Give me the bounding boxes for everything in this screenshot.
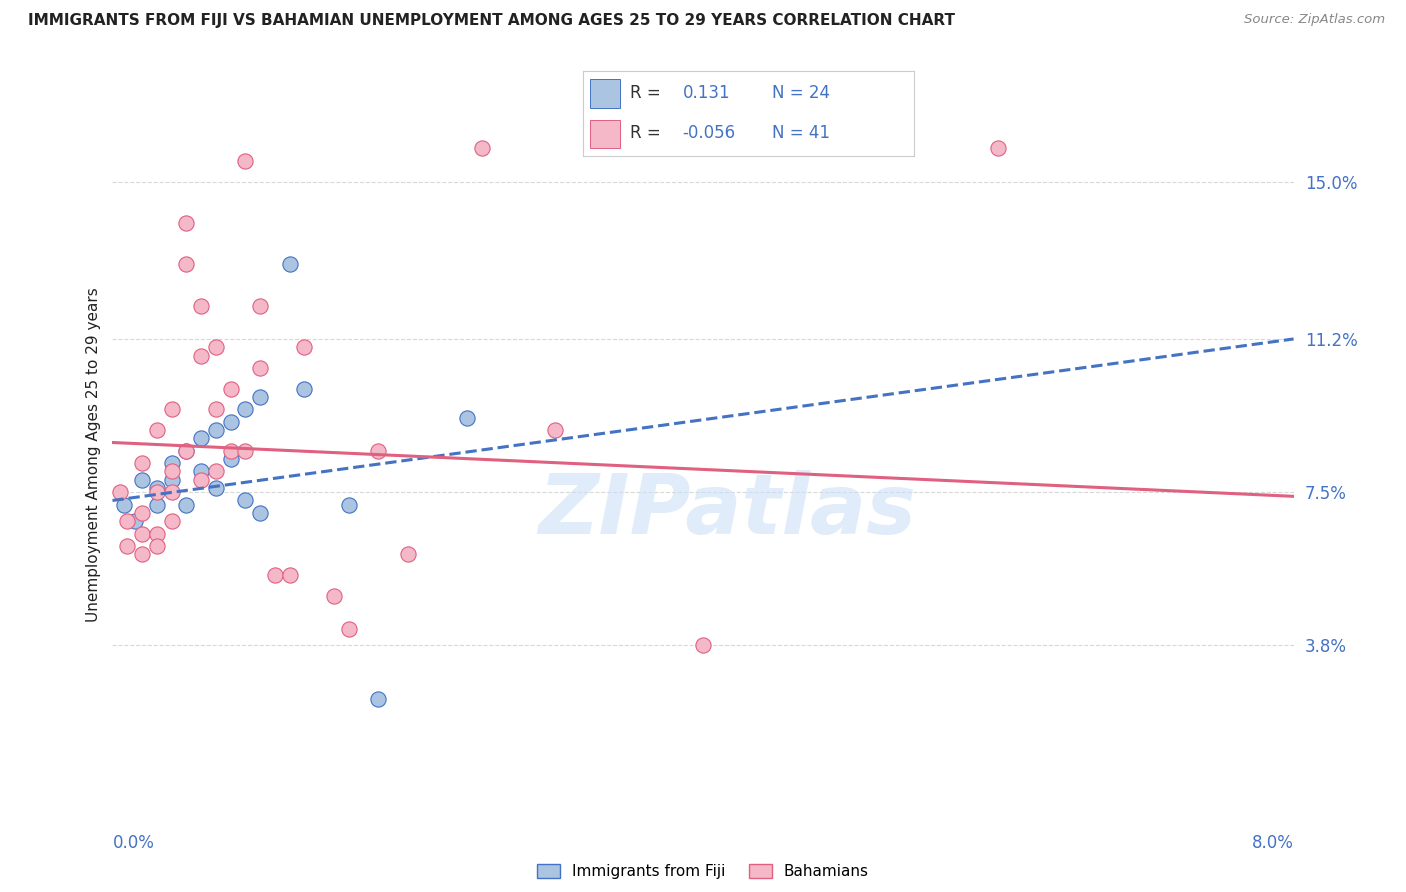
Text: 8.0%: 8.0% xyxy=(1251,834,1294,852)
Point xyxy=(205,402,228,417)
Text: N = 41: N = 41 xyxy=(772,124,830,142)
Point xyxy=(219,382,242,396)
Point xyxy=(124,514,146,528)
Point xyxy=(205,423,228,437)
Point xyxy=(174,443,197,458)
Text: IMMIGRANTS FROM FIJI VS BAHAMIAN UNEMPLOYMENT AMONG AGES 25 TO 29 YEARS CORRELAT: IMMIGRANTS FROM FIJI VS BAHAMIAN UNEMPLO… xyxy=(28,13,955,29)
Text: -0.056: -0.056 xyxy=(683,124,735,142)
Point xyxy=(205,481,228,495)
Point xyxy=(146,485,169,500)
Point xyxy=(292,340,315,354)
Point xyxy=(131,526,153,541)
Point xyxy=(233,402,256,417)
Point xyxy=(146,423,169,437)
Point xyxy=(205,340,228,354)
Point xyxy=(174,216,197,230)
Point xyxy=(160,465,183,479)
Point xyxy=(190,349,212,363)
Y-axis label: Unemployment Among Ages 25 to 29 years: Unemployment Among Ages 25 to 29 years xyxy=(86,287,101,623)
Point xyxy=(146,526,169,541)
Point xyxy=(396,547,419,561)
Point xyxy=(367,443,389,458)
Point xyxy=(219,415,242,429)
Bar xyxy=(591,79,620,108)
Point xyxy=(233,153,256,168)
Point xyxy=(160,485,183,500)
Legend: Immigrants from Fiji, Bahamians: Immigrants from Fiji, Bahamians xyxy=(531,858,875,886)
Point xyxy=(233,493,256,508)
Point xyxy=(131,473,153,487)
Text: N = 24: N = 24 xyxy=(772,85,830,103)
Point xyxy=(278,257,301,271)
Text: R =: R = xyxy=(630,85,666,103)
Bar xyxy=(591,120,620,148)
Point xyxy=(160,456,183,470)
Point xyxy=(190,465,212,479)
Point xyxy=(233,443,256,458)
Point xyxy=(337,498,360,512)
Point xyxy=(278,568,301,582)
Point xyxy=(146,481,169,495)
Point xyxy=(249,506,271,520)
Point xyxy=(456,410,478,425)
Point xyxy=(146,498,169,512)
Point xyxy=(323,589,346,603)
Point xyxy=(249,390,271,404)
Point xyxy=(146,539,169,553)
Point xyxy=(292,382,315,396)
Point xyxy=(160,514,183,528)
Point xyxy=(219,443,242,458)
Text: ZIPatlas: ZIPatlas xyxy=(537,470,915,551)
Point xyxy=(544,423,567,437)
Point xyxy=(160,473,183,487)
Point xyxy=(205,465,228,479)
Point xyxy=(174,257,197,271)
Point xyxy=(112,498,135,512)
Point xyxy=(190,473,212,487)
Point xyxy=(108,485,131,500)
Point xyxy=(190,431,212,445)
Point xyxy=(249,361,271,376)
Point xyxy=(264,568,287,582)
Text: R =: R = xyxy=(630,124,666,142)
Point xyxy=(367,692,389,706)
Point xyxy=(131,547,153,561)
Point xyxy=(249,299,271,313)
Text: 0.0%: 0.0% xyxy=(112,834,155,852)
Point xyxy=(190,299,212,313)
Point xyxy=(219,452,242,467)
Text: Source: ZipAtlas.com: Source: ZipAtlas.com xyxy=(1244,13,1385,27)
Point xyxy=(117,514,138,528)
Point xyxy=(471,141,494,155)
Point xyxy=(174,443,197,458)
Point xyxy=(160,402,183,417)
Point xyxy=(131,456,153,470)
Point xyxy=(174,498,197,512)
Text: 0.131: 0.131 xyxy=(683,85,730,103)
Point xyxy=(117,539,138,553)
Point xyxy=(692,639,714,653)
Point xyxy=(987,141,1010,155)
Point xyxy=(131,506,153,520)
Point xyxy=(337,622,360,636)
